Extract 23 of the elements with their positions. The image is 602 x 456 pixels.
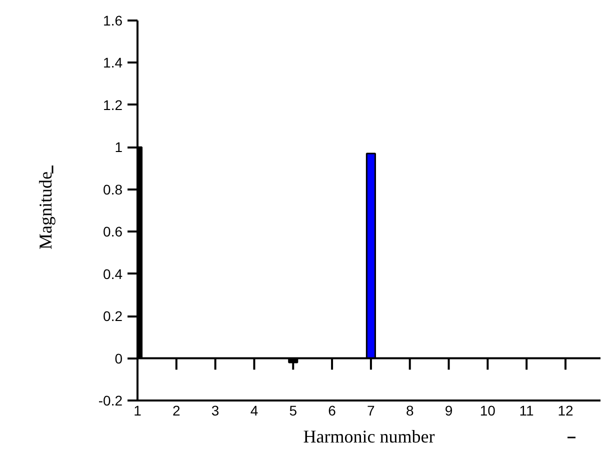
x-tick-label: 3 bbox=[211, 402, 220, 418]
y-tick-label: 0 bbox=[114, 350, 123, 366]
x-tick-label: 8 bbox=[406, 402, 414, 418]
y-tick-label: 1.4 bbox=[103, 54, 123, 71]
x-tick-label: 4 bbox=[250, 402, 258, 418]
x-tick-label: 5 bbox=[289, 402, 298, 418]
x-axis-title: Harmonic number bbox=[303, 426, 435, 446]
x-tick-label: 11 bbox=[519, 402, 534, 418]
x-tick-label: 2 bbox=[172, 402, 181, 418]
x-tick-label: 7 bbox=[367, 402, 376, 418]
y-tick-label: 1.6 bbox=[103, 12, 123, 28]
y-tick-label: 0.6 bbox=[103, 224, 123, 240]
y-tick-label: -0.2 bbox=[98, 392, 123, 408]
y-tick-label: 1.2 bbox=[103, 96, 123, 113]
y-tick-label: 0.2 bbox=[103, 308, 123, 324]
x-tick-label: 1 bbox=[134, 402, 142, 418]
x-tick-label: 6 bbox=[328, 402, 336, 418]
x-tick-label: 10 bbox=[480, 402, 496, 418]
y-tick-label: 0.8 bbox=[103, 181, 123, 198]
x-tick-label: 9 bbox=[444, 402, 453, 418]
y-tick-label: 1 bbox=[114, 139, 123, 156]
x-tick-label: 12 bbox=[558, 402, 574, 418]
y-tick-label: 0.4 bbox=[103, 266, 123, 282]
